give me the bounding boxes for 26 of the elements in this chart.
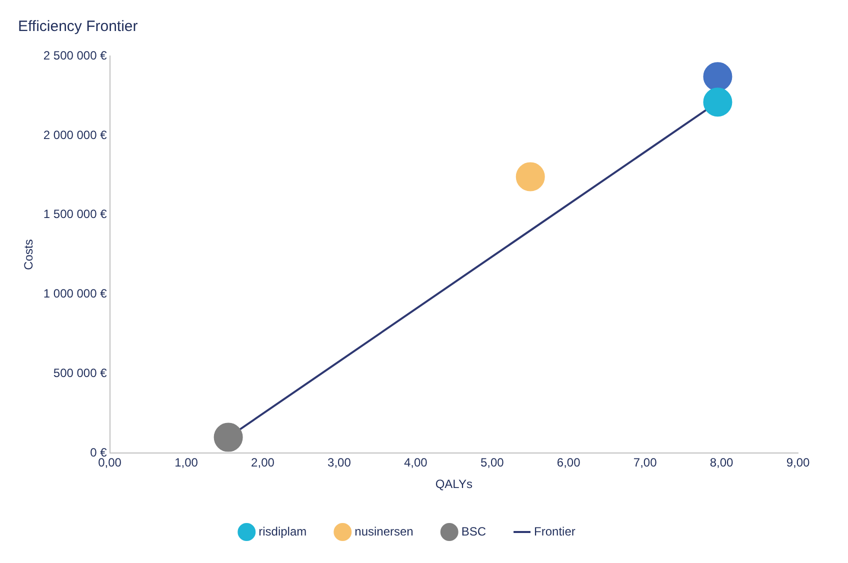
legend-label: Frontier [534, 524, 576, 538]
point [516, 162, 545, 192]
legend-label: risdiplam [258, 524, 307, 538]
y-tick-label: 2 000 000 € [43, 128, 108, 142]
x-tick-label: 1,00 [174, 456, 198, 470]
x-tick-label: 2,00 [251, 456, 275, 470]
x-tick-label: 5,00 [480, 456, 504, 470]
x-tick-label: 3,00 [328, 456, 352, 470]
x-tick-label: 4,00 [404, 456, 428, 470]
legend-label: BSC [461, 524, 486, 538]
x-tick-label: 0,00 [98, 456, 122, 470]
x-tick-label: 7,00 [633, 456, 658, 470]
x-tick-label: 8,00 [710, 456, 734, 470]
y-tick-label: 1 500 000 € [43, 207, 108, 222]
point [214, 422, 243, 452]
x-axis-title: QALYs [435, 477, 472, 492]
point [703, 88, 732, 117]
y-axis-title: Costs [22, 239, 36, 270]
x-tick-label: 6,00 [556, 456, 581, 470]
x-tick-label: 9,00 [786, 456, 810, 470]
y-tick-label: 500 000 € [53, 366, 108, 380]
chart-title: Efficiency Frontier [18, 18, 138, 36]
y-tick-label: 1 000 000 € [43, 286, 108, 301]
legend-label: nusinersen [354, 524, 414, 538]
point [703, 62, 732, 92]
y-tick-label: 2 500 000 € [43, 48, 108, 62]
